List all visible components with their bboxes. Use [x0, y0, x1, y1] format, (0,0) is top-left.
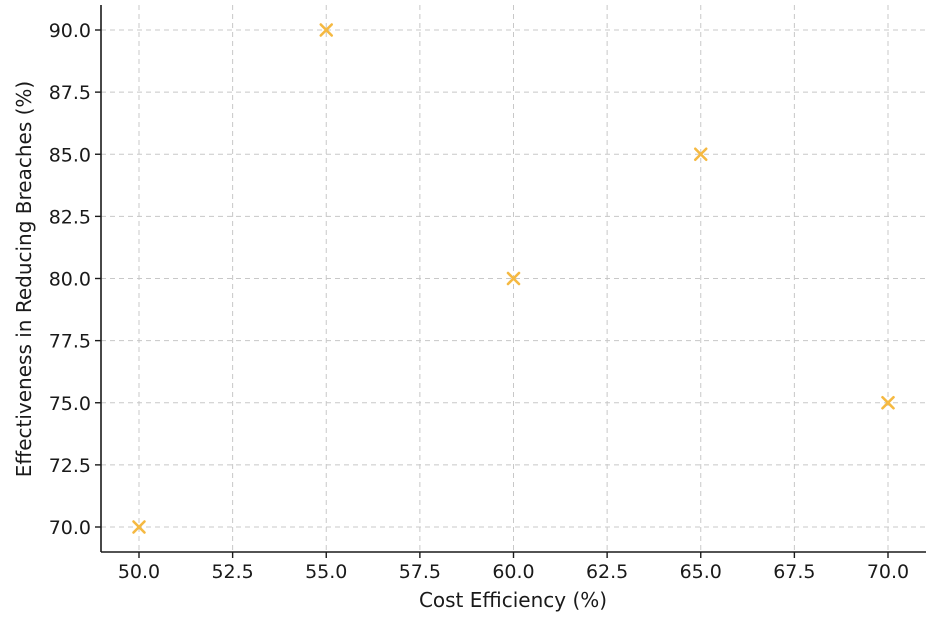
x-tick-label: 55.0 [305, 561, 347, 583]
data-point [506, 271, 521, 286]
data-point [132, 520, 146, 534]
x-tick-label: 50.0 [118, 561, 160, 583]
x-tick-label: 70.0 [867, 561, 909, 583]
y-tick-label: 82.5 [49, 206, 91, 228]
y-axis-title: Effectiveness in Reducing Breaches (%) [12, 81, 36, 477]
data-points [132, 23, 895, 534]
y-tick-label: 70.0 [49, 517, 91, 539]
x-axis-title: Cost Efficiency (%) [419, 588, 607, 612]
x-ticks: 50.0 52.5 55.0 57.5 60.0 62.5 65.0 67.5 70.0 [118, 552, 909, 583]
y-tick-label: 87.5 [49, 82, 91, 104]
y-tick-label: 77.5 [49, 331, 91, 353]
y-tick-label: 72.5 [49, 455, 91, 477]
x-tick-label: 62.5 [586, 561, 628, 583]
x-tick-label: 67.5 [773, 561, 815, 583]
x-tick-label: 60.0 [492, 561, 534, 583]
data-point [881, 395, 895, 410]
x-tick-label: 65.0 [680, 561, 722, 583]
data-point [693, 147, 708, 162]
y-ticks: 70.0 72.5 75.0 77.5 80.0 82.5 85.0 87.5 90.0 [49, 20, 101, 539]
grid [101, 5, 926, 552]
data-point [319, 23, 334, 37]
y-tick-label: 90.0 [49, 20, 91, 42]
y-tick-label: 85.0 [49, 144, 91, 166]
x-tick-label: 57.5 [399, 561, 441, 583]
x-tick-label: 52.5 [211, 561, 253, 583]
y-tick-label: 80.0 [49, 269, 91, 291]
y-tick-label: 75.0 [49, 393, 91, 415]
